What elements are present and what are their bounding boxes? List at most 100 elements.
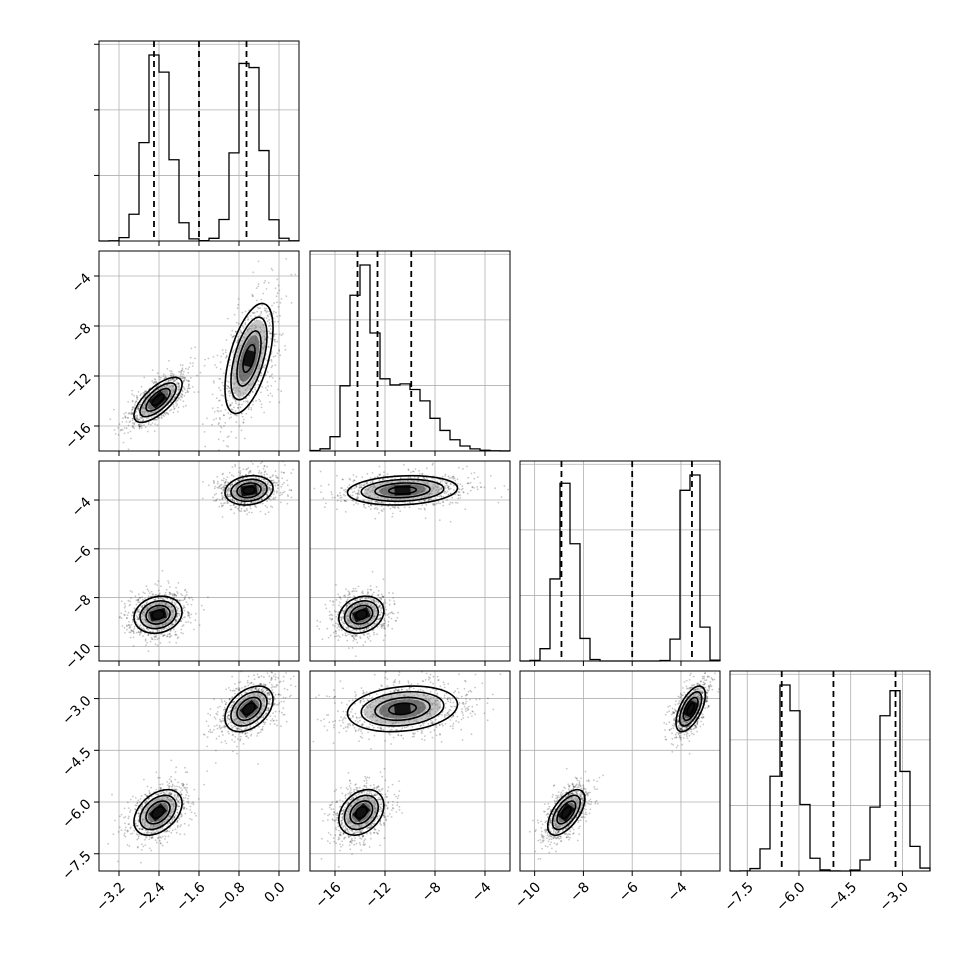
sample-point [259, 374, 262, 377]
sample-point [171, 593, 174, 596]
sample-point [245, 400, 248, 403]
sample-point [339, 601, 341, 604]
sample-point [360, 597, 363, 599]
sample-point [343, 610, 345, 613]
sample-point [357, 496, 359, 499]
sample-point [132, 629, 134, 632]
sample-point [266, 320, 269, 323]
sample-point [373, 599, 375, 601]
sample-point [244, 510, 247, 513]
sample-point [450, 477, 452, 479]
contour-line [230, 478, 268, 503]
sample-point [188, 383, 190, 386]
sample-point [136, 396, 138, 399]
sample-point [343, 595, 345, 597]
sample-point [241, 502, 243, 504]
sample-point [183, 616, 185, 619]
sample-point [343, 610, 345, 612]
sample-point [145, 394, 148, 397]
sample-point [266, 310, 269, 313]
sample-point [263, 411, 265, 414]
sample-point [372, 599, 375, 602]
sample-point [364, 507, 367, 509]
sample-point [359, 598, 362, 601]
sample-point [353, 590, 356, 592]
sample-point [268, 310, 271, 313]
sample-point [267, 511, 270, 514]
sample-point [239, 330, 242, 333]
sample-point [383, 599, 386, 601]
sample-point [267, 281, 270, 284]
sample-point [288, 489, 291, 491]
sample-point [451, 475, 454, 478]
sample-point [254, 477, 257, 479]
sample-point [229, 495, 231, 498]
sample-point [124, 415, 127, 417]
sample-point [223, 482, 226, 484]
sample-point [215, 417, 218, 420]
sample-point [158, 637, 160, 640]
sample-point [144, 592, 146, 595]
sample-point [154, 583, 157, 585]
sample-point [175, 619, 177, 622]
sample-point [394, 620, 397, 622]
sample-point [337, 613, 339, 616]
sample-point [233, 512, 236, 515]
sample-point [167, 380, 170, 382]
sample-point [345, 605, 348, 608]
sample-point [378, 605, 381, 608]
sample-point [147, 629, 150, 631]
sample-point [123, 432, 126, 435]
sample-point [176, 591, 178, 593]
sample-point [167, 582, 170, 584]
sample-point [229, 508, 232, 511]
sample-point [371, 472, 374, 474]
sample-point [191, 365, 194, 367]
contour-line [145, 604, 171, 625]
sample-point [378, 474, 381, 477]
sample-point [264, 364, 267, 367]
sample-point [348, 592, 351, 595]
sample-point [259, 472, 262, 475]
panel-frame [309, 250, 511, 452]
sample-point [241, 415, 244, 418]
sample-point [264, 367, 266, 369]
sample-point [154, 638, 156, 641]
sample-point [385, 608, 388, 611]
sample-point [231, 336, 234, 339]
sample-point [226, 489, 228, 491]
sample-point [150, 416, 153, 419]
sample-point [384, 628, 386, 630]
sample-point [183, 597, 186, 600]
sample-point [351, 635, 354, 638]
sample-point [218, 386, 220, 389]
sample-point [218, 400, 220, 402]
sample-point [136, 396, 139, 399]
sample-point [137, 598, 140, 601]
sample-point [269, 401, 271, 403]
sample-point [165, 376, 168, 379]
sample-point [274, 320, 276, 323]
sample-point [372, 624, 375, 627]
sample-point [354, 635, 357, 638]
sample-point [392, 512, 394, 515]
sample-point [367, 592, 370, 594]
sample-point [151, 369, 154, 371]
sample-point [364, 641, 367, 643]
sample-point [132, 620, 134, 623]
sample-point [286, 494, 289, 496]
sample-point [432, 502, 435, 505]
sample-point [327, 636, 330, 639]
sample-point [336, 499, 339, 502]
sample-point [169, 635, 171, 638]
sample-point [174, 379, 177, 382]
sample-point [435, 498, 437, 500]
sample-point [175, 393, 178, 396]
sample-point [335, 630, 337, 633]
sample-point [138, 427, 141, 430]
sample-point [227, 386, 230, 388]
sample-point [214, 485, 217, 488]
sample-point [418, 472, 421, 475]
sample-point [224, 408, 227, 411]
sample-point [170, 372, 172, 375]
